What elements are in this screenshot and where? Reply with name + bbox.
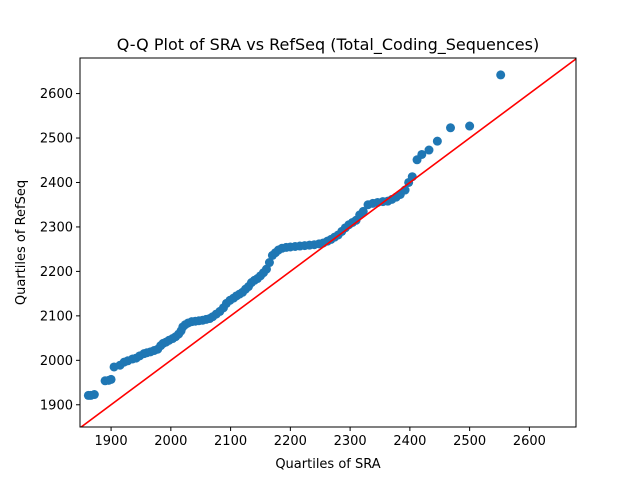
x-tick-label: 2100 — [214, 434, 247, 449]
x-tick-label: 2300 — [334, 434, 367, 449]
x-tick-label: 2200 — [274, 434, 307, 449]
y-axis-ticks: 1900 2000 2100 2200 2300 2400 2500 2600 — [40, 87, 80, 413]
data-point — [89, 390, 99, 400]
y-tick-label: 2200 — [40, 265, 73, 280]
data-point — [496, 70, 506, 80]
data-point — [417, 149, 427, 159]
y-tick-label: 1900 — [40, 398, 73, 413]
reference-line — [80, 58, 576, 427]
plot-area-frame — [79, 57, 577, 428]
data-point — [106, 374, 116, 384]
y-tick-label: 2400 — [40, 176, 73, 191]
x-tick-label: 2000 — [154, 434, 187, 449]
y-tick-label: 2300 — [40, 220, 73, 235]
y-tick-label: 2100 — [40, 309, 73, 324]
x-tick-label: 2400 — [393, 434, 426, 449]
y-tick-label: 2500 — [40, 132, 73, 147]
chart-title: Q-Q Plot of SRA vs RefSeq (Total_Coding_… — [117, 35, 539, 55]
data-point — [446, 123, 456, 133]
data-point — [264, 258, 274, 268]
reference-line-layer — [80, 58, 576, 427]
y-tick-label: 2600 — [40, 87, 73, 102]
x-axis-ticks: 1900 2000 2100 2200 2300 2400 2500 2600 — [95, 427, 546, 449]
y-axis-title: Quartiles of RefSeq — [14, 180, 29, 305]
x-tick-label: 1900 — [95, 434, 128, 449]
data-point — [358, 206, 368, 216]
x-axis-title: Quartiles of SRA — [275, 457, 380, 472]
data-point — [424, 145, 434, 155]
data-point — [465, 121, 475, 131]
x-tick-label: 2600 — [513, 434, 546, 449]
x-tick-label: 2500 — [453, 434, 486, 449]
y-tick-label: 2000 — [40, 354, 73, 369]
data-point — [432, 136, 442, 146]
marker-layer — [83, 70, 506, 400]
